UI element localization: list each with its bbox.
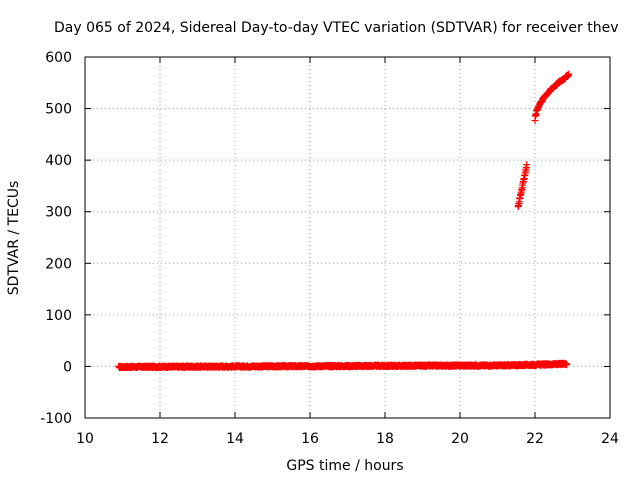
- x-tick-label: 14: [226, 431, 244, 447]
- x-tick-label: 12: [151, 431, 169, 447]
- y-tick-label: 100: [45, 308, 72, 324]
- y-tick-label: 400: [45, 153, 72, 169]
- x-tick-label: 18: [376, 431, 394, 447]
- axis-ticks: 10 12 14 16 18 20 22 24 -100 0 100 200 300 400 500 600: [40, 50, 619, 447]
- data-points: [115, 70, 573, 372]
- y-tick-label: -100: [40, 411, 72, 427]
- data-point: [523, 161, 531, 169]
- y-tick-label: 600: [45, 50, 72, 66]
- plot-frame: [84, 56, 611, 419]
- y-axis-title: SDTVAR / TECUs: [6, 181, 22, 296]
- chart-title: Day 065 of 2024, Sidereal Day-to-day VTE…: [54, 20, 618, 36]
- x-tick-label: 16: [301, 431, 319, 447]
- x-axis-title: GPS time / hours: [286, 458, 403, 474]
- x-tick-label: 10: [76, 431, 94, 447]
- y-tick-label: 0: [63, 359, 72, 375]
- x-tick-label: 20: [451, 431, 469, 447]
- data-point: [563, 360, 571, 368]
- x-tick-label: 22: [526, 431, 544, 447]
- y-tick-label: 300: [45, 205, 72, 221]
- y-tick-label: 200: [45, 256, 72, 272]
- y-tick-label: 500: [45, 102, 72, 118]
- data-point: [565, 70, 573, 78]
- x-tick-label: 24: [601, 431, 619, 447]
